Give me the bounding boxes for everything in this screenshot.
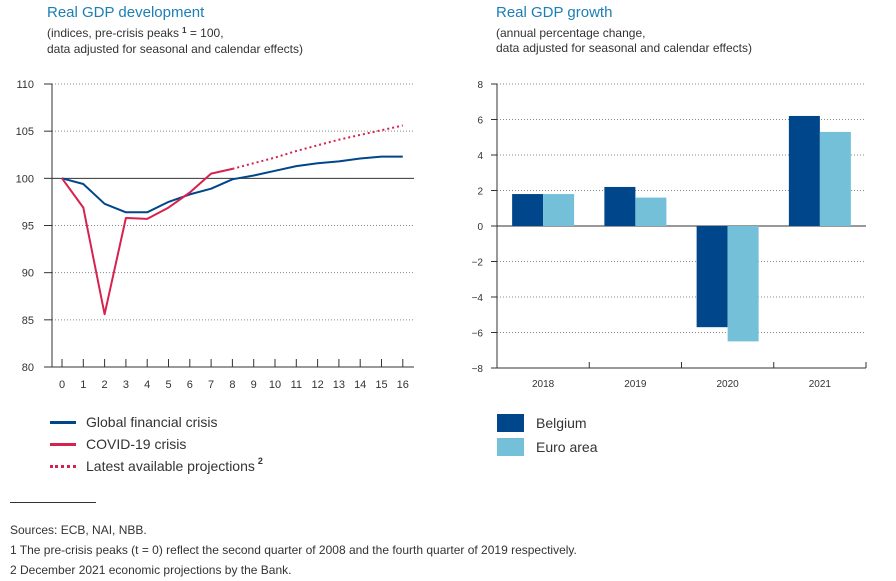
footnote-sources: Sources: ECB, NAI, NBB. xyxy=(10,523,147,537)
right-ytick-label--2: −2 xyxy=(472,258,484,269)
legend-covid-label: COVID-19 crisis xyxy=(86,436,187,452)
legend-projections-dotted-icon xyxy=(50,464,76,468)
bar-euro-area-2021 xyxy=(819,131,851,226)
left-xtick-label-1: 1 xyxy=(80,379,86,391)
right-ytick-label--6: −6 xyxy=(472,329,484,340)
right-ytick-label-4: 4 xyxy=(477,151,483,162)
legend-belgium-label: Belgium xyxy=(536,415,587,431)
left-ytick-label-95: 95 xyxy=(22,221,34,233)
left-ytick-label-105: 105 xyxy=(16,126,34,138)
left-xtick-label-5: 5 xyxy=(165,379,171,391)
right-chart-subtitle: (annual percentage change, data adjusted… xyxy=(496,26,752,56)
left-series-line-0 xyxy=(61,155,403,214)
left-subtitle-line2: data adjusted for seasonal and calendar … xyxy=(47,42,303,56)
footnote-1: 1 The pre-crisis peaks (t = 0) reflect t… xyxy=(10,543,577,557)
legend-item-euro-area: Euro area xyxy=(497,438,597,456)
left-xtick-label-3: 3 xyxy=(123,379,129,391)
left-xtick-label-6: 6 xyxy=(187,379,193,391)
bar-euro-area-2020 xyxy=(727,226,759,342)
left-subtitle-line1-end: = 100, xyxy=(186,26,224,40)
right-ytick-label-8: 8 xyxy=(477,80,483,91)
legend-item-belgium: Belgium xyxy=(497,414,587,432)
legend-gfc-line-icon xyxy=(50,420,76,424)
left-xtick-label-14: 14 xyxy=(354,379,366,391)
left-xtick-label-16: 16 xyxy=(397,379,409,391)
right-ytick-label--8: −8 xyxy=(472,364,484,375)
right-ytick-label-0: 0 xyxy=(477,222,483,233)
left-series-line-2 xyxy=(232,124,404,170)
left-xtick-label-13: 13 xyxy=(333,379,345,391)
legend-item-projections: Latest available projections 2 xyxy=(50,456,263,474)
left-xtick-label-12: 12 xyxy=(311,379,323,391)
legend-belgium-swatch xyxy=(497,414,524,432)
left-ytick-label-80: 80 xyxy=(22,362,34,374)
bar-euro-area-2018 xyxy=(543,194,575,226)
left-subtitle-sup: 1 xyxy=(182,26,187,35)
left-chart-subtitle: (indices, pre-crisis peaks 1 = 100, data … xyxy=(47,26,303,57)
right-chart-title: Real GDP growth xyxy=(496,4,613,21)
left-ytick-label-110: 110 xyxy=(16,79,34,91)
bar-belgium-2019 xyxy=(604,186,636,226)
right-xtick-label-2018: 2018 xyxy=(532,379,555,390)
left-xtick-label-15: 15 xyxy=(375,379,387,391)
legend-item-gfc: Global financial crisis xyxy=(50,414,218,430)
legend-item-covid: COVID-19 crisis xyxy=(50,436,186,452)
left-chart-title: Real GDP development xyxy=(47,4,205,21)
left-xtick-label-0: 0 xyxy=(59,379,65,391)
right-ytick-label-2: 2 xyxy=(477,187,483,198)
legend-projections-sup: 2 xyxy=(257,456,263,466)
left-xtick-label-4: 4 xyxy=(144,379,150,391)
footnote-divider xyxy=(10,502,96,503)
bar-belgium-2020 xyxy=(696,226,728,328)
right-ytick-label-6: 6 xyxy=(477,116,483,127)
left-xtick-label-11: 11 xyxy=(291,379,302,391)
right-subtitle-line2: data adjusted for seasonal and calendar … xyxy=(496,41,752,55)
left-xtick-label-9: 9 xyxy=(251,379,257,391)
left-xtick-label-8: 8 xyxy=(229,379,235,391)
left-xtick-label-2: 2 xyxy=(102,379,108,391)
left-ytick-label-85: 85 xyxy=(22,315,34,327)
legend-projections-label: Latest available projections xyxy=(86,458,255,474)
footnote-2: 2 December 2021 economic projections by … xyxy=(10,563,292,577)
bar-belgium-2018 xyxy=(512,194,544,226)
right-xtick-label-2021: 2021 xyxy=(809,379,832,390)
left-xtick-label-10: 10 xyxy=(269,379,281,391)
right-subtitle-line1: (annual percentage change, xyxy=(496,26,646,40)
left-ytick-label-100: 100 xyxy=(16,173,34,185)
legend-covid-line-icon xyxy=(50,442,76,446)
right-xtick-label-2020: 2020 xyxy=(717,379,740,390)
bar-belgium-2021 xyxy=(788,115,820,226)
bar-euro-area-2019 xyxy=(635,197,667,226)
legend-euro-area-label: Euro area xyxy=(536,439,598,455)
right-ytick-label--4: −4 xyxy=(472,293,484,304)
left-ytick-label-90: 90 xyxy=(22,268,34,280)
legend-euro-area-swatch xyxy=(497,438,524,456)
right-xtick-label-2019: 2019 xyxy=(624,379,647,390)
legend-gfc-label: Global financial crisis xyxy=(86,414,218,430)
left-xtick-label-7: 7 xyxy=(208,379,214,391)
left-subtitle-line1: (indices, pre-crisis peaks xyxy=(47,26,180,40)
left-series-line-1 xyxy=(61,167,233,316)
